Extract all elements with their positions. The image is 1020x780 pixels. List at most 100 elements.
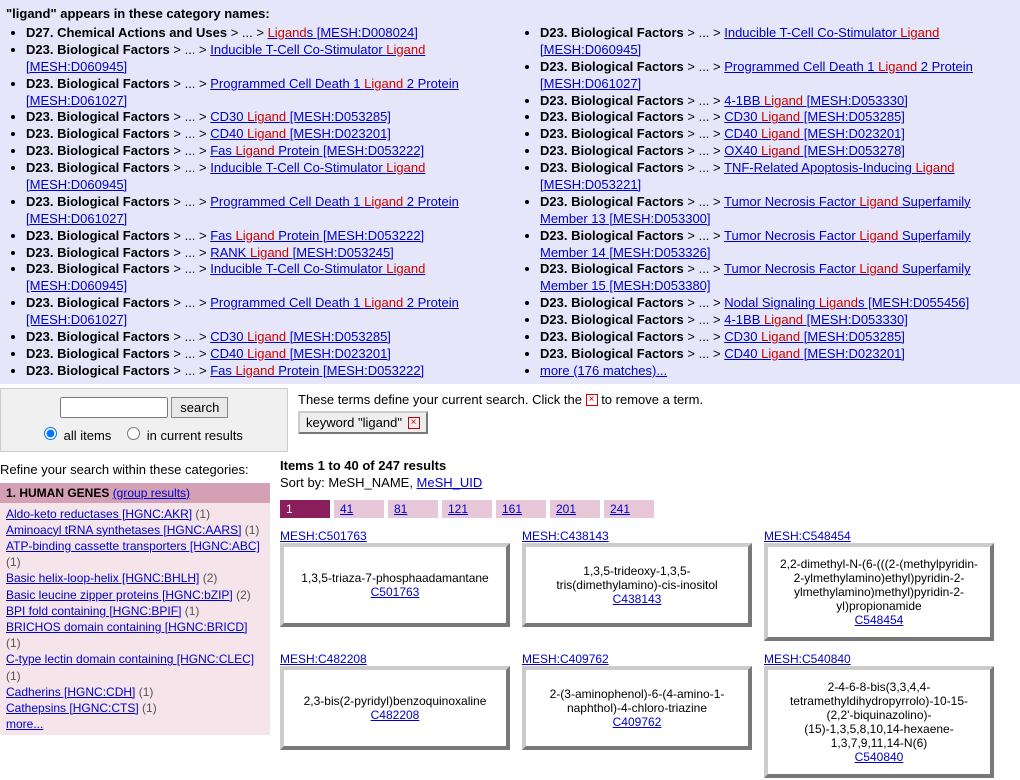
- card-mesh-link[interactable]: MESH:C482208: [280, 652, 367, 666]
- category-prefix: D23. Biological Factors: [540, 295, 684, 310]
- refine-item-link[interactable]: Basic helix-loop-helix [HGNC:BHLH]: [6, 571, 199, 585]
- category-prefix: D23. Biological Factors: [540, 261, 684, 276]
- refine-body: Aldo-keto reductases [HGNC:AKR] (1) Amino…: [0, 503, 270, 736]
- card-mesh-link[interactable]: MESH:C540840: [764, 652, 851, 666]
- category-item: D23. Biological Factors > ... > Tumor Ne…: [540, 261, 1014, 295]
- card-code-link[interactable]: C548454: [855, 613, 904, 627]
- remove-term-button[interactable]: ×: [408, 417, 420, 429]
- radio-all-items[interactable]: all items: [39, 428, 111, 443]
- card-mesh-link[interactable]: MESH:C409762: [522, 652, 609, 666]
- refine-section-header: 1. HUMAN GENES (group results): [0, 483, 270, 503]
- refine-item-count: (1): [6, 669, 21, 683]
- card-body: 2-(3-aminophenol)-6-(4-amino-1-naphthol)…: [522, 666, 752, 750]
- category-item: D23. Biological Factors > ... > Tumor Ne…: [540, 194, 1014, 228]
- category-link[interactable]: 4-1BB Ligand [MESH:D053330]: [724, 93, 908, 108]
- pager-page[interactable]: 121: [442, 500, 492, 518]
- category-prefix: D23. Biological Factors: [26, 346, 170, 361]
- category-link[interactable]: CD40 Ligand [MESH:D023201]: [724, 126, 905, 141]
- more-matches-link[interactable]: more (176 matches)...: [540, 363, 667, 378]
- category-link[interactable]: CD40 Ligand [MESH:D023201]: [724, 346, 905, 361]
- category-link[interactable]: Fas Ligand Protein [MESH:D053222]: [210, 228, 424, 243]
- category-link[interactable]: CD40 Ligand [MESH:D023201]: [210, 126, 391, 141]
- refine-item-link[interactable]: Aminoacyl tRNA synthetases [HGNC:AARS]: [6, 523, 241, 537]
- category-link[interactable]: CD40 Ligand [MESH:D023201]: [210, 346, 391, 361]
- card-code-link[interactable]: C438143: [613, 592, 662, 606]
- category-item: D23. Biological Factors > ... > Programm…: [26, 194, 500, 228]
- sort-row: Sort by: MeSH_NAME, MeSH_UID: [280, 475, 1020, 490]
- card-name: 1,3,5-trideoxy-1,3,5-tris(dimethylamino)…: [536, 564, 738, 592]
- category-link[interactable]: Fas Ligand Protein [MESH:D053222]: [210, 363, 424, 378]
- refine-item-link[interactable]: Cadherins [HGNC:CDH]: [6, 685, 135, 699]
- category-link[interactable]: RANK Ligand [MESH:D053245]: [210, 245, 394, 260]
- category-link[interactable]: CD30 Ligand [MESH:D053285]: [724, 329, 905, 344]
- category-item: D23. Biological Factors > ... > Fas Liga…: [26, 363, 500, 380]
- card-mesh-link[interactable]: MESH:C548454: [764, 529, 851, 543]
- pager: 14181121161201241: [280, 500, 1020, 518]
- category-prefix: D23. Biological Factors: [26, 126, 170, 141]
- category-link[interactable]: CD30 Ligand [MESH:D053285]: [210, 329, 391, 344]
- category-item: D23. Biological Factors > ... > CD40 Lig…: [26, 346, 500, 363]
- close-icon: ×: [586, 394, 598, 406]
- category-link[interactable]: Fas Ligand Protein [MESH:D053222]: [210, 143, 424, 158]
- card-body: 2-4-6-8-bis(3,3,4,4-tetramethyldihydropy…: [764, 666, 994, 778]
- category-item: D23. Biological Factors > ... > OX40 Lig…: [540, 143, 1014, 160]
- category-prefix: D23. Biological Factors: [540, 329, 684, 344]
- card-code-link[interactable]: C540840: [855, 750, 904, 764]
- refine-more-link[interactable]: more...: [6, 717, 43, 731]
- search-panel: search all items in current results: [0, 388, 288, 452]
- results-count: Items 1 to 40 of 247 results: [280, 458, 1020, 473]
- card-code-link[interactable]: C482208: [371, 708, 420, 722]
- refine-item-link[interactable]: Cathepsins [HGNC:CTS]: [6, 701, 139, 715]
- category-item: D23. Biological Factors > ... > CD30 Lig…: [540, 109, 1014, 126]
- category-list-left: D27. Chemical Actions and Uses > ... > L…: [6, 25, 500, 380]
- category-item: D23. Biological Factors > ... > CD30 Lig…: [540, 329, 1014, 346]
- category-prefix: D23. Biological Factors: [26, 295, 170, 310]
- category-prefix: D23. Biological Factors: [26, 109, 170, 124]
- pager-page[interactable]: 41: [334, 500, 384, 518]
- refine-item-link[interactable]: ATP-binding cassette transporters [HGNC:…: [6, 539, 260, 553]
- refine-item-count: (2): [233, 588, 251, 602]
- pager-page[interactable]: 81: [388, 500, 438, 518]
- refine-item-link[interactable]: BRICHOS domain containing [HGNC:BRICD]: [6, 620, 247, 634]
- card-mesh-link[interactable]: MESH:C438143: [522, 529, 609, 543]
- category-link[interactable]: CD30 Ligand [MESH:D053285]: [210, 109, 391, 124]
- category-link[interactable]: CD30 Ligand [MESH:D053285]: [724, 109, 905, 124]
- category-match-panel: "ligand" appears in these category names…: [0, 0, 1020, 384]
- pager-page[interactable]: 241: [604, 500, 654, 518]
- result-card: MESH:C5484542,2-dimethyl-N-(6-(((2-(meth…: [764, 528, 994, 641]
- card-body: 2,2-dimethyl-N-(6-(((2-(methylpyridin-2-…: [764, 543, 994, 641]
- category-prefix: D23. Biological Factors: [26, 245, 170, 260]
- category-item: D23. Biological Factors > ... > RANK Lig…: [26, 245, 500, 262]
- card-code-link[interactable]: C501763: [371, 585, 420, 599]
- category-item: D23. Biological Factors > ... > TNF-Rela…: [540, 160, 1014, 194]
- pager-page[interactable]: 201: [550, 500, 600, 518]
- terms-panel: These terms define your current search. …: [298, 388, 1020, 452]
- result-card: MESH:C5408402-4-6-8-bis(3,3,4,4-tetramet…: [764, 651, 994, 778]
- category-item: D23. Biological Factors > ... > CD30 Lig…: [26, 329, 500, 346]
- refine-item-link[interactable]: Basic leucine zipper proteins [HGNC:bZIP…: [6, 588, 233, 602]
- category-prefix: D23. Biological Factors: [540, 143, 684, 158]
- category-prefix: D23. Biological Factors: [26, 143, 170, 158]
- pager-page[interactable]: 161: [496, 500, 546, 518]
- category-link[interactable]: 4-1BB Ligand [MESH:D053330]: [724, 312, 908, 327]
- refine-item-link[interactable]: C-type lectin domain containing [HGNC:CL…: [6, 652, 254, 666]
- category-prefix: D23. Biological Factors: [26, 363, 170, 378]
- result-card: MESH:C4097622-(3-aminophenol)-6-(4-amino…: [522, 651, 752, 778]
- radio-current-results[interactable]: in current results: [122, 428, 243, 443]
- search-button[interactable]: search: [171, 397, 228, 418]
- category-item: D23. Biological Factors > ... > Nodal Si…: [540, 295, 1014, 312]
- group-results-link[interactable]: (group results): [113, 486, 190, 500]
- category-item: D23. Biological Factors > ... > CD40 Lig…: [26, 126, 500, 143]
- refine-item-link[interactable]: BPI fold containing [HGNC:BPIF]: [6, 604, 181, 618]
- category-item: D23. Biological Factors > ... > CD30 Lig…: [26, 109, 500, 126]
- category-link[interactable]: Nodal Signaling Ligands [MESH:D055456]: [724, 295, 969, 310]
- category-link[interactable]: Ligands [MESH:D008024]: [268, 25, 418, 40]
- card-mesh-link[interactable]: MESH:C501763: [280, 529, 367, 543]
- sort-link[interactable]: MeSH_UID: [417, 475, 483, 490]
- category-prefix: D23. Biological Factors: [540, 59, 684, 74]
- category-item: D23. Biological Factors > ... > Programm…: [26, 295, 500, 329]
- category-link[interactable]: OX40 Ligand [MESH:D053278]: [724, 143, 905, 158]
- search-input[interactable]: [60, 397, 168, 418]
- card-code-link[interactable]: C409762: [613, 715, 662, 729]
- refine-item-link[interactable]: Aldo-keto reductases [HGNC:AKR]: [6, 507, 192, 521]
